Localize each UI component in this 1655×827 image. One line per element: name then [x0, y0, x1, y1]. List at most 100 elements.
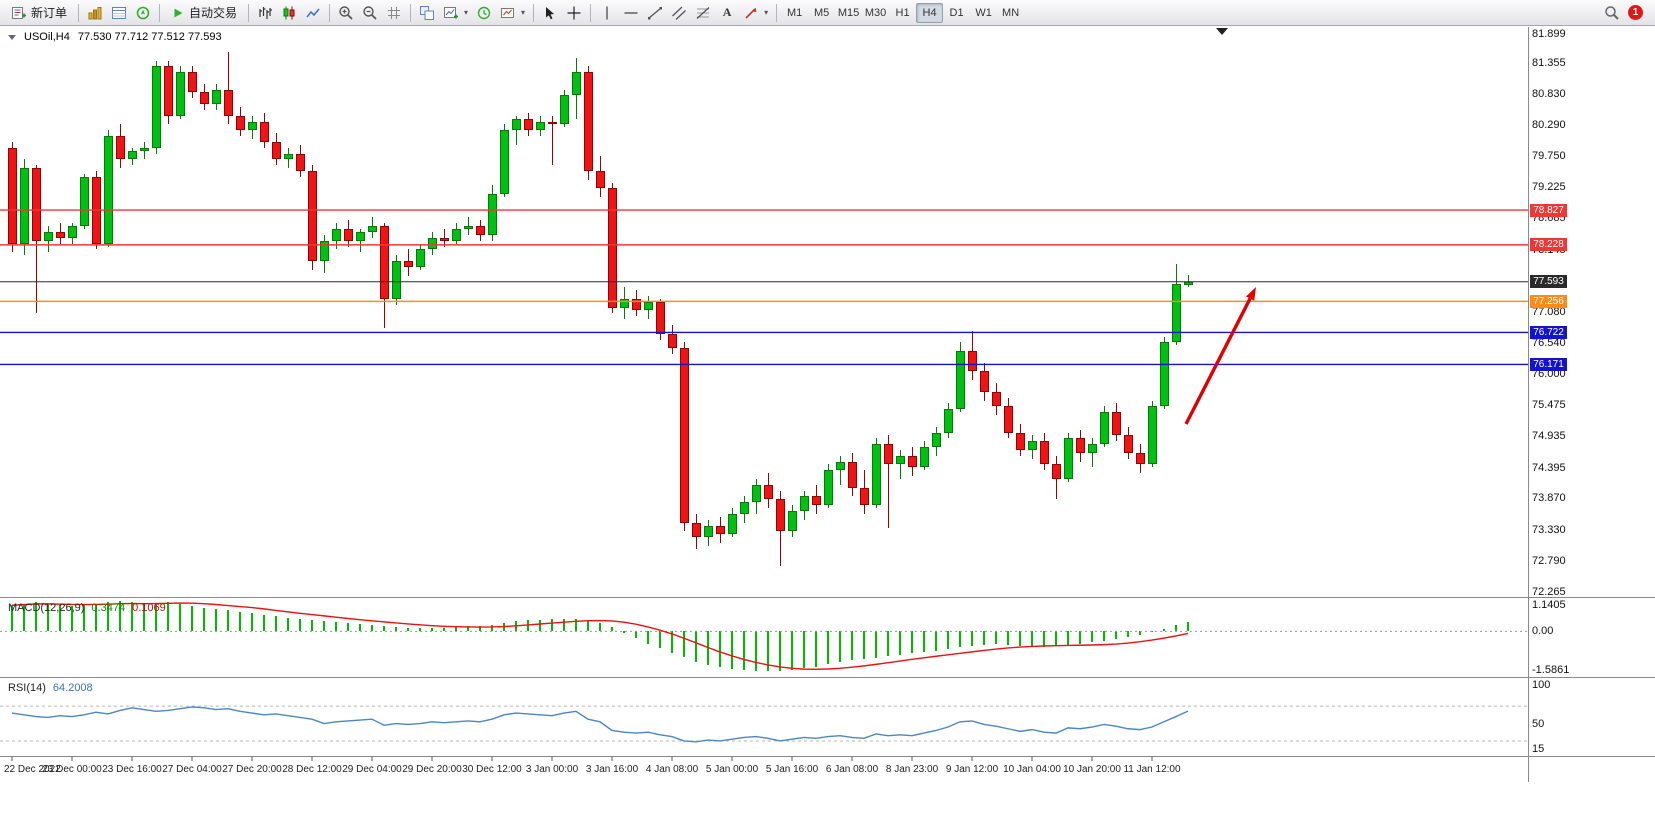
price-axis-label: 74.395 [1532, 461, 1566, 474]
templates-button[interactable]: ▾ [496, 2, 529, 24]
candle [199, 92, 209, 105]
bar-chart-type-button[interactable] [253, 2, 277, 24]
macd-bar [683, 631, 685, 658]
fibonacci-tool-button[interactable] [691, 2, 715, 24]
candle [763, 484, 773, 500]
candle [283, 153, 293, 160]
cursor-tool-button[interactable] [538, 2, 562, 24]
candle [655, 301, 665, 334]
navigator-button[interactable] [131, 2, 155, 24]
timeframe-h1-button[interactable]: H1 [889, 3, 916, 23]
candle [679, 348, 689, 523]
crosshair-icon [567, 6, 581, 19]
candle [823, 470, 833, 506]
channel-tool-button[interactable] [667, 2, 691, 24]
candle [139, 147, 149, 151]
time-axis-label: 27 Dec 04:00 [162, 764, 222, 775]
tile-windows-icon [420, 5, 435, 20]
price-axis-label: 81.899 [1532, 28, 1566, 40]
candle [343, 229, 353, 241]
candle [703, 525, 713, 538]
timeframe-h4-button[interactable]: H4 [916, 2, 944, 23]
macd-bar [851, 631, 853, 661]
notification-badge[interactable]: 1 [1628, 5, 1643, 20]
candle [1015, 432, 1025, 450]
timeframe-m1-button[interactable]: M1 [781, 3, 808, 23]
candle [775, 499, 785, 532]
macd-bar [875, 631, 877, 658]
candle [31, 168, 41, 241]
macd-bar [971, 631, 973, 646]
line-chart-type-button[interactable] [301, 2, 325, 24]
chart-shift-marker[interactable] [1216, 28, 1228, 35]
timeframe-m5-button[interactable]: M5 [808, 3, 835, 23]
text-tool-label: A [722, 5, 732, 19]
candle [643, 301, 653, 311]
timeframe-mn-button[interactable]: MN [997, 3, 1024, 23]
macd-bar [1043, 631, 1045, 647]
vertical-line-tool-button[interactable] [595, 2, 619, 24]
price-axis-label: 73.330 [1532, 523, 1566, 536]
candle [175, 72, 185, 116]
timeframe-m30-button[interactable]: M30 [862, 3, 889, 23]
candle [751, 484, 761, 503]
auto-scroll-button[interactable] [472, 2, 496, 24]
price-axis-label: 72.790 [1532, 554, 1566, 567]
new-chart-button[interactable]: ▾ [439, 2, 472, 24]
toolbar-separator [329, 3, 331, 22]
price-axis-label: 79.225 [1532, 180, 1566, 193]
macd-bar [515, 621, 517, 632]
zoom-out-icon [363, 5, 377, 20]
candle [739, 502, 749, 514]
macd-bar [1151, 631, 1153, 633]
macd-bar [1103, 631, 1105, 641]
arrows-tool-button[interactable]: ▾ [739, 2, 772, 24]
zoom-out-button[interactable] [358, 2, 382, 24]
crosshair-tool-button[interactable] [562, 2, 586, 24]
grid-toggle-button[interactable] [382, 2, 406, 24]
macd-scale-zero: 0.00 [1532, 625, 1554, 638]
search-button[interactable] [1600, 2, 1624, 24]
one-click-trading-toggle-icon[interactable] [8, 34, 16, 40]
candle-wick [839, 455, 841, 485]
macd-bar [191, 606, 193, 632]
macd-bar [563, 618, 565, 632]
candle [847, 461, 857, 488]
macd-bar [347, 623, 349, 632]
text-tool-button[interactable]: A [715, 2, 739, 24]
trend-arrow-line[interactable] [1184, 297, 1252, 425]
time-axis-label: 29 Dec 04:00 [342, 764, 402, 775]
auto-trading-label: 自动交易 [189, 6, 238, 20]
zoom-in-button[interactable] [334, 2, 358, 24]
toolbar-separator [590, 3, 592, 22]
tile-windows-button[interactable] [415, 2, 439, 24]
macd-bar [503, 623, 505, 632]
market-watch-button[interactable] [83, 2, 107, 24]
candle [931, 432, 941, 448]
price-badge-77.256: 77.256 [1530, 294, 1567, 308]
macd-bar [215, 609, 217, 632]
candle [1099, 412, 1109, 445]
macd-bar [1007, 631, 1009, 645]
macd-main-value: 0.3474 [91, 602, 126, 614]
timeframe-d1-button[interactable]: D1 [943, 3, 970, 23]
trendline-tool-button[interactable] [643, 2, 667, 24]
price-badge-76.722: 76.722 [1530, 325, 1567, 339]
candle [223, 89, 233, 116]
macd-bar [947, 631, 949, 649]
macd-bar [803, 631, 805, 669]
macd-bar [899, 631, 901, 655]
macd-bar [419, 628, 421, 632]
auto-trading-button[interactable]: 自动交易 [164, 2, 244, 24]
price-badge-78.228: 78.228 [1530, 238, 1567, 252]
time-axis-label: 3 Jan 16:00 [585, 764, 639, 775]
new-order-button[interactable]: 新订单 [4, 2, 74, 24]
trend-arrow-head[interactable] [1245, 287, 1256, 301]
data-window-button[interactable] [107, 2, 131, 24]
horizontal-line-tool-button[interactable] [619, 2, 643, 24]
macd-bar [251, 613, 253, 632]
candlestick-type-button[interactable] [277, 2, 301, 24]
candle [571, 72, 581, 96]
timeframe-m15-button[interactable]: M15 [835, 3, 862, 23]
timeframe-w1-button[interactable]: W1 [970, 3, 997, 23]
